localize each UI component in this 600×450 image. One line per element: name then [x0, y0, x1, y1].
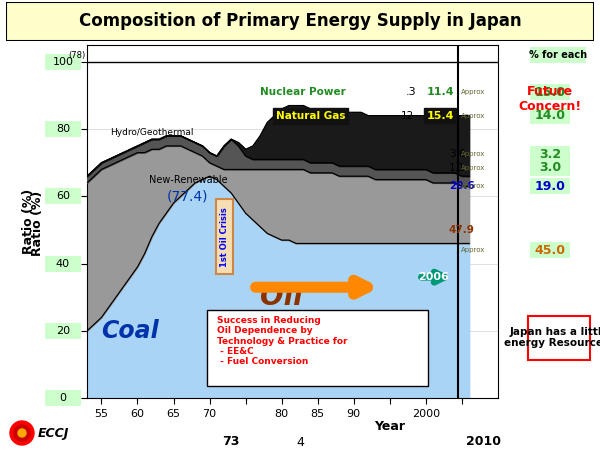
Bar — [530, 178, 570, 194]
Text: 45.0: 45.0 — [535, 244, 566, 256]
Text: Success in Reducing
Oil Dependence by
Technology & Practice for
 - EE&C
 - Fuel : Success in Reducing Oil Dependence by Te… — [217, 316, 347, 366]
Text: 60: 60 — [56, 191, 70, 202]
Text: (78): (78) — [68, 50, 86, 59]
Text: 3.6: 3.6 — [449, 149, 466, 159]
Text: 1.1: 1.1 — [449, 163, 466, 173]
Text: 47.9: 47.9 — [449, 225, 475, 235]
Text: Year: Year — [374, 420, 406, 433]
Text: Hydro/Geothermal: Hydro/Geothermal — [110, 128, 194, 137]
Bar — [530, 108, 570, 124]
Text: New-Renewable: New-Renewable — [149, 175, 227, 184]
Text: Ratio (%): Ratio (%) — [31, 191, 44, 256]
Text: 20: 20 — [56, 326, 70, 336]
Text: 14.0: 14.0 — [535, 109, 566, 122]
Text: 20.6: 20.6 — [449, 181, 475, 191]
Bar — [530, 146, 570, 162]
Text: ECCJ: ECCJ — [38, 427, 70, 440]
Text: 100: 100 — [53, 57, 74, 67]
Text: Future
Concern!: Future Concern! — [518, 85, 581, 113]
Bar — [45, 189, 81, 204]
Text: 12: 12 — [401, 111, 415, 121]
Circle shape — [14, 425, 30, 441]
Text: 40: 40 — [56, 259, 70, 269]
Text: % for each: % for each — [529, 50, 587, 60]
Bar — [528, 316, 590, 360]
Bar — [530, 242, 570, 258]
Text: Approx: Approx — [461, 183, 485, 189]
Text: 15.4: 15.4 — [427, 111, 454, 121]
Text: 80: 80 — [56, 124, 70, 134]
FancyBboxPatch shape — [216, 199, 233, 274]
Text: Approx: Approx — [461, 247, 485, 253]
Text: Approx: Approx — [461, 112, 485, 119]
Bar — [45, 256, 81, 272]
Circle shape — [18, 429, 26, 437]
Text: 73: 73 — [223, 435, 240, 448]
Text: Oil: Oil — [260, 284, 303, 311]
Text: Composition of Primary Energy Supply in Japan: Composition of Primary Energy Supply in … — [79, 12, 521, 31]
Text: 1st Oil Crisis: 1st Oil Crisis — [220, 207, 229, 267]
Text: (77.4): (77.4) — [167, 189, 209, 203]
Bar — [45, 390, 81, 406]
Text: 4: 4 — [296, 436, 304, 449]
Text: 3.2: 3.2 — [539, 148, 561, 161]
Text: Approx: Approx — [461, 89, 485, 95]
Circle shape — [10, 421, 34, 445]
Bar — [45, 54, 81, 70]
Text: .3: .3 — [406, 87, 417, 97]
Bar — [530, 84, 570, 100]
Y-axis label: Ratio (%): Ratio (%) — [22, 189, 35, 254]
Text: 3.0: 3.0 — [539, 161, 561, 174]
Bar — [530, 47, 586, 63]
Text: Approx: Approx — [461, 151, 485, 158]
Text: Japan has a little
energy Resources.: Japan has a little energy Resources. — [505, 327, 600, 348]
Text: 2006: 2006 — [418, 272, 449, 282]
Text: 15.0: 15.0 — [535, 86, 566, 99]
Text: 11.4: 11.4 — [427, 87, 454, 97]
Text: Natural Gas: Natural Gas — [276, 111, 345, 121]
Text: Coal: Coal — [101, 319, 159, 343]
Text: 19.0: 19.0 — [535, 180, 565, 193]
Text: 0: 0 — [59, 393, 67, 403]
Text: Nuclear Power: Nuclear Power — [260, 87, 346, 97]
FancyArrowPatch shape — [421, 272, 444, 282]
Text: Approx: Approx — [461, 165, 485, 171]
FancyBboxPatch shape — [208, 310, 428, 386]
Text: 2010: 2010 — [466, 435, 501, 448]
Bar — [45, 323, 81, 339]
Bar — [530, 160, 570, 176]
Bar — [45, 121, 81, 137]
